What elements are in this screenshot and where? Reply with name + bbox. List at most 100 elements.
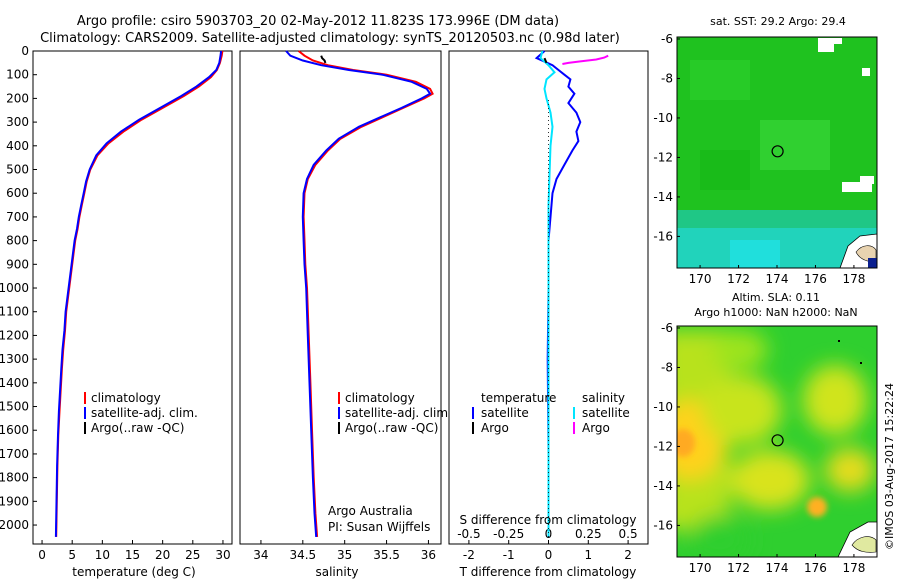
x-tick-label: 10 bbox=[95, 548, 110, 562]
salinity-panel: 34 34.5 35 35.5 36 salinity climatology sate… bbox=[239, 50, 452, 579]
s-tick-label: 0.5 bbox=[619, 527, 638, 541]
sst-map-tick-labels: 170 172 174 176 178 -6 -8 -10 -12 -14 -16 bbox=[653, 32, 865, 286]
salinity-tick-labels: 34 34.5 35 35.5 36 bbox=[253, 540, 436, 562]
x-tick-label: 35.5 bbox=[373, 548, 400, 562]
map-y-tick-label: -10 bbox=[653, 111, 673, 125]
y-tick-label: 1100 bbox=[0, 305, 29, 319]
x-tick-label: 2 bbox=[624, 548, 632, 562]
temperature-tick-labels: 0 5 10 15 20 25 30 bbox=[38, 540, 231, 562]
sla-map-title: Altim. SLA: 0.11 bbox=[732, 291, 820, 304]
map-x-tick-label: 176 bbox=[804, 272, 827, 286]
map-x-tick-label: 178 bbox=[842, 561, 865, 575]
y-tick-label: 1000 bbox=[0, 281, 29, 295]
legend-label-s-satellite: satellite bbox=[582, 406, 630, 420]
salinity-xlabel: salinity bbox=[315, 565, 358, 579]
map-y-tick-label: -14 bbox=[653, 190, 673, 204]
sla-map-image bbox=[677, 326, 877, 557]
series-line-satellite-adj-clim- bbox=[54, 50, 223, 537]
legend-label-t-argo: Argo bbox=[481, 421, 509, 435]
s-difference-label: S difference from climatology bbox=[460, 513, 637, 527]
y-tick-label: 1800 bbox=[0, 471, 29, 485]
x-tick-label: 20 bbox=[155, 548, 170, 562]
y-tick-label: 1900 bbox=[0, 494, 29, 508]
map-y-tick-label: -12 bbox=[653, 439, 673, 453]
temperature-series bbox=[54, 50, 224, 537]
s-difference-tick-labels: -0.5 -0.25 0 0.25 0.5 bbox=[457, 527, 637, 541]
legend-label-argo: Argo(..raw -QC) bbox=[345, 421, 438, 435]
legend-title-temperature: temperature bbox=[481, 391, 556, 405]
map-x-tick-label: 174 bbox=[766, 561, 789, 575]
temperature-axes-frame bbox=[32, 50, 233, 545]
y-tick-label: 800 bbox=[6, 234, 29, 248]
x-tick-label: 35 bbox=[337, 548, 352, 562]
series-line-satellite-adj-clim- bbox=[285, 50, 432, 537]
y-tick-label: 2000 bbox=[0, 518, 29, 532]
sla-map-subtitle: Argo h1000: NaN h2000: NaN bbox=[694, 306, 857, 319]
temperature-xlabel: temperature (deg C) bbox=[72, 565, 195, 579]
temperature-legend: climatology satellite-adj. clim. Argo(..… bbox=[84, 391, 198, 435]
x-tick-label: 34 bbox=[253, 548, 268, 562]
x-tick-label: -1 bbox=[503, 548, 515, 562]
map-x-tick-label: 170 bbox=[689, 561, 712, 575]
legend-label-satellite: satellite-adj. clim. bbox=[91, 406, 198, 420]
map-y-tick-label: -6 bbox=[661, 32, 673, 46]
legend-label-argo: Argo(..raw -QC) bbox=[91, 421, 184, 435]
map-y-tick-label: -12 bbox=[653, 150, 673, 164]
y-tick-label: 600 bbox=[6, 186, 29, 200]
y-tick-label: 500 bbox=[6, 163, 29, 177]
y-tick-label: 1300 bbox=[0, 352, 29, 366]
y-tick-label: 300 bbox=[6, 115, 29, 129]
y-tick-label: 1400 bbox=[0, 376, 29, 390]
s-tick-label: -0.5 bbox=[457, 527, 480, 541]
map-x-tick-label: 170 bbox=[689, 272, 712, 286]
legend-label-t-satellite: satellite bbox=[481, 406, 529, 420]
legend-title-salinity: salinity bbox=[582, 391, 625, 405]
map-y-tick-label: -14 bbox=[653, 479, 673, 493]
map-x-tick-label: 172 bbox=[727, 561, 750, 575]
figure-title-line2: Climatology: CARS2009. Satellite-adjuste… bbox=[40, 31, 620, 46]
x-tick-label: 1 bbox=[584, 548, 592, 562]
difference-panel: -2 -1 0 1 2 -0.5 -0.25 0 0.25 0.5 S difference f… bbox=[448, 50, 649, 579]
map-y-tick-label: -10 bbox=[653, 400, 673, 414]
t-difference-xlabel: T difference from climatology bbox=[459, 565, 637, 579]
sst-map-title: sat. SST: 29.2 Argo: 29.4 bbox=[710, 15, 846, 28]
legend-label-s-argo: Argo bbox=[582, 421, 610, 435]
x-tick-label: 15 bbox=[125, 548, 140, 562]
map-x-tick-label: 178 bbox=[842, 272, 865, 286]
difference-series bbox=[534, 50, 609, 544]
x-tick-label: -2 bbox=[463, 548, 475, 562]
s-tick-label: -0.25 bbox=[493, 527, 524, 541]
series-line-argo-raw-qc- bbox=[320, 55, 327, 64]
y-tick-label: 900 bbox=[6, 257, 29, 271]
map-y-tick-label: -6 bbox=[661, 321, 673, 335]
legend-label-climatology: climatology bbox=[91, 391, 161, 405]
x-tick-label: 0 bbox=[545, 548, 553, 562]
temperature-panel: 0100200300400500600700800900100011001200… bbox=[0, 44, 233, 579]
y-tick-label: 200 bbox=[6, 91, 29, 105]
salinity-axes-frame bbox=[239, 50, 442, 545]
map-y-tick-label: -16 bbox=[653, 229, 673, 243]
series-line-temperature-argo bbox=[543, 57, 548, 64]
depth-tick-labels: 0 100 200 300 400 500 600 700 800 900 1000 1100 1200… bbox=[0, 44, 37, 532]
credit-line2: PI: Susan Wijffels bbox=[328, 520, 430, 534]
y-tick-label: 700 bbox=[6, 210, 29, 224]
x-tick-label: 36 bbox=[421, 548, 436, 562]
sla-map-panel: Altim. SLA: 0.11 Argo h1000: NaN h2000: … bbox=[653, 291, 878, 575]
sst-map-argo-marker bbox=[771, 145, 784, 158]
credit-line1: Argo Australia bbox=[328, 504, 413, 518]
imos-timestamp: ©IMOS 03-Aug-2017 15:22:24 bbox=[883, 383, 896, 550]
difference-legend: temperature satellite Argo salinity sate… bbox=[472, 391, 630, 435]
legend-label-climatology: climatology bbox=[345, 391, 415, 405]
y-tick-label: 100 bbox=[6, 68, 29, 82]
salinity-series bbox=[285, 50, 434, 537]
figure-title-line1: Argo profile: csiro 5903703_20 02-May-20… bbox=[77, 14, 559, 29]
x-tick-label: 5 bbox=[68, 548, 76, 562]
y-tick-label: 0 bbox=[21, 44, 29, 58]
legend-label-satellite: satellite-adj. clim. bbox=[345, 406, 452, 420]
y-tick-label: 1600 bbox=[0, 423, 29, 437]
series-line-salinity-argo bbox=[562, 54, 609, 65]
map-x-tick-label: 176 bbox=[804, 561, 827, 575]
salinity-legend: climatology satellite-adj. clim. Argo(..… bbox=[338, 391, 452, 435]
sst-map-image bbox=[677, 37, 877, 268]
